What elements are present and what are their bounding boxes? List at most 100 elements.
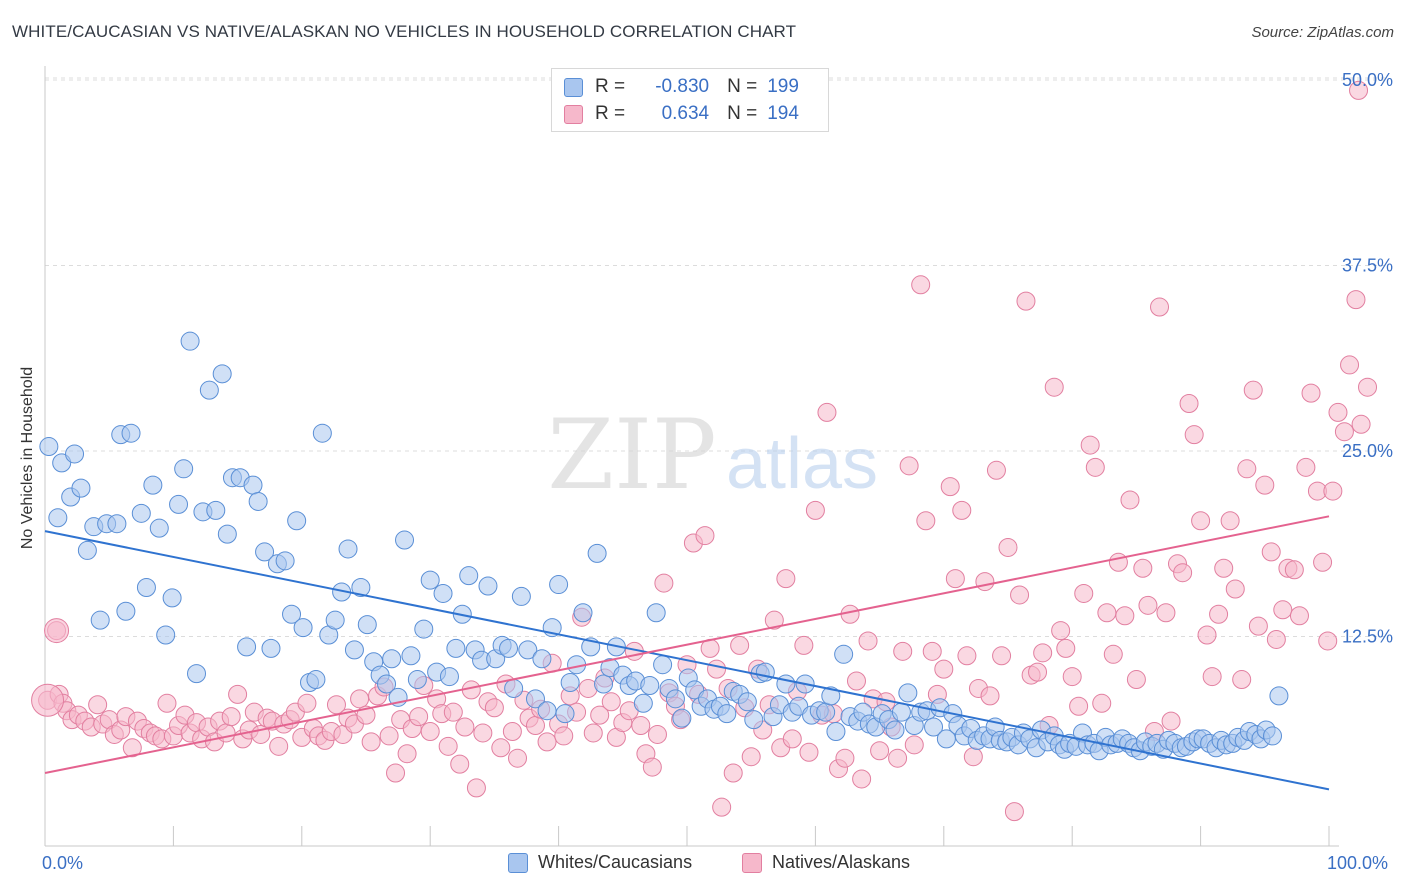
whites-point [357, 615, 377, 635]
whites-point [395, 530, 415, 550]
natives-point [782, 729, 802, 749]
natives-point [1184, 425, 1204, 445]
natives-point [269, 736, 289, 756]
natives-point [122, 738, 142, 758]
natives-point [916, 511, 936, 531]
natives-point [992, 646, 1012, 666]
natives-point [537, 732, 557, 752]
whites-point [717, 704, 737, 724]
natives-point [1340, 355, 1360, 375]
watermark-zip: ZIP [547, 399, 716, 511]
whites-point [665, 689, 685, 709]
y-tick-label: 37.5% [1342, 256, 1393, 276]
natives-point [730, 635, 750, 655]
natives-point [957, 646, 977, 666]
natives-point [297, 693, 317, 713]
whites-point [312, 423, 332, 443]
whites-point [275, 551, 295, 571]
bottom-legend-swatch-whites [508, 852, 528, 873]
whites-point [90, 610, 110, 630]
whites-point [414, 619, 434, 639]
legend-n-label: N = [727, 76, 758, 97]
whites-point [1269, 686, 1289, 706]
natives-point [438, 736, 458, 756]
whites-point [143, 475, 163, 495]
whites-point [156, 625, 176, 645]
natives-point [1289, 606, 1309, 626]
whites-point [243, 475, 263, 495]
natives-point [858, 631, 878, 651]
whites-point [555, 704, 575, 724]
natives-point [1108, 552, 1128, 572]
whites-point [71, 478, 91, 498]
whites-point [351, 578, 371, 598]
natives-point [1323, 481, 1343, 501]
natives-point [980, 686, 1000, 706]
natives-point [216, 723, 236, 743]
whites-point [255, 542, 275, 562]
natives-point [1033, 643, 1053, 663]
chart-title: WHITE/CAUCASIAN VS NATIVE/ALASKAN NO VEH… [12, 22, 797, 41]
natives-point [1133, 558, 1153, 578]
natives-point [835, 748, 855, 768]
natives-point [1173, 563, 1193, 583]
natives-point [1062, 667, 1082, 687]
whites-point [549, 575, 569, 595]
whites-point [121, 423, 141, 443]
natives-point [491, 738, 511, 758]
y-tick-label: 12.5% [1342, 627, 1393, 647]
natives-point [852, 769, 872, 789]
whites-point [816, 702, 836, 722]
watermark-atlas: atlas [726, 424, 878, 504]
natives-point [525, 716, 545, 736]
whites-point [672, 708, 692, 728]
whites-point [162, 588, 182, 608]
whites-point [217, 524, 237, 544]
natives-point [1004, 802, 1024, 822]
whites-point [924, 717, 944, 737]
whites-point [560, 673, 580, 693]
whites-point [131, 503, 151, 523]
bottom-legend-label-natives: Natives/Alaskans [772, 852, 911, 872]
natives-point [1248, 616, 1268, 636]
legend-r-value: 0.634 [661, 103, 710, 124]
y-tick-label: 50.0% [1342, 70, 1393, 90]
legend-swatch-whites [564, 77, 583, 97]
natives-point [157, 693, 177, 713]
natives-point [221, 707, 241, 727]
legend-r-label: R = [595, 103, 626, 124]
whites-point [377, 674, 397, 694]
natives-point [1214, 558, 1234, 578]
natives-point [1232, 670, 1252, 690]
natives-point [707, 659, 727, 679]
natives-point [88, 695, 108, 715]
natives-point-large [31, 683, 65, 717]
natives-point [799, 742, 819, 762]
whites-point [338, 539, 358, 559]
whites-point [640, 675, 660, 695]
natives-point-large [44, 618, 70, 644]
natives-point [450, 754, 470, 774]
natives-point [1161, 711, 1181, 731]
natives-point [1261, 542, 1281, 562]
natives-point [1016, 291, 1036, 311]
natives-point [794, 635, 814, 655]
natives-point [420, 721, 440, 741]
whites-point [39, 437, 59, 457]
natives-point [1349, 80, 1369, 100]
natives-point [1028, 662, 1048, 682]
whites-point [65, 444, 85, 464]
natives-point [776, 569, 796, 589]
whites-point [834, 644, 854, 664]
natives-point [1010, 585, 1030, 605]
natives-point [922, 641, 942, 661]
natives-point [1220, 511, 1240, 531]
whites-point [107, 514, 127, 534]
natives-point [805, 500, 825, 520]
whites-point [199, 380, 219, 400]
whites-point [898, 683, 918, 703]
source-label: Source: ZipAtlas.com [1251, 24, 1394, 41]
whites-point [518, 640, 538, 660]
natives-point [1197, 625, 1217, 645]
natives-point [1273, 600, 1293, 620]
